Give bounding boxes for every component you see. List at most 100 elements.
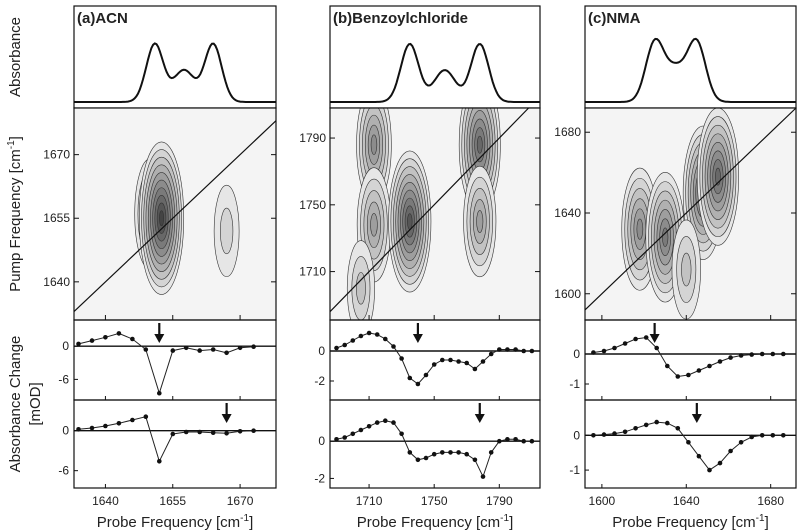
slice-point: [210, 347, 216, 352]
slice-tick-label: 0: [573, 428, 580, 442]
slice-point: [334, 437, 339, 442]
slice-tick-label: 0: [62, 339, 69, 353]
y-axis-labels: Absorbance Pump Frequency [cm-1] Absorbanc…: [6, 17, 44, 472]
contour-level: [476, 135, 483, 154]
slice-point: [717, 359, 723, 364]
slice-point: [383, 336, 388, 342]
slice-point: [591, 350, 596, 355]
slice-point: [759, 351, 765, 357]
slice-point: [728, 355, 733, 360]
slice-point: [686, 372, 691, 378]
slice-point: [707, 467, 712, 473]
slice-tick-label: -2: [314, 374, 325, 388]
slice-point: [521, 348, 526, 354]
slice-tick-label: 0: [573, 347, 580, 361]
panel-title: (c)NMA: [588, 10, 641, 27]
slice-point: [440, 357, 445, 363]
slice-tick-label: -6: [58, 372, 69, 386]
slice-point: [675, 426, 681, 431]
slice-point: [170, 348, 176, 353]
slice-point: [391, 420, 396, 425]
slice-point: [350, 431, 356, 437]
slice-2: 0 -2: [314, 399, 541, 489]
probe-axis-label: Probe Frequency [cm-1]: [97, 513, 253, 531]
slice-trace: [78, 332, 254, 395]
slice-point: [197, 348, 202, 353]
slice-point: [521, 438, 526, 444]
contour-level: [159, 210, 165, 227]
slice-point: [654, 419, 659, 425]
probe-tick-label: 1670: [227, 494, 254, 508]
slice-point: [505, 347, 510, 352]
absorbance-spectrum-line: [74, 42, 276, 103]
slice-point: [89, 425, 95, 431]
arrow-down-icon: [649, 334, 660, 343]
slice-point: [399, 356, 404, 361]
slice-point: [497, 347, 502, 352]
slice-point: [696, 368, 702, 373]
contour-plot: 1640 1655 1670: [43, 107, 277, 321]
slice-point: [529, 348, 535, 354]
contour-level: [476, 210, 484, 233]
slice-point: [423, 372, 429, 378]
slice-point: [197, 429, 202, 435]
slice-point: [654, 345, 659, 351]
slice-point: [224, 350, 229, 356]
probe-tick-label: 1655: [159, 494, 186, 508]
slice-point: [157, 459, 162, 464]
slice-point: [781, 433, 786, 438]
slice-point: [342, 342, 348, 348]
slice-point: [612, 431, 617, 436]
slice-point: [130, 417, 135, 423]
slice-point: [601, 432, 607, 437]
absorbance-axis-label: Absorbance: [7, 17, 24, 97]
pump-tick-label: 1600: [554, 287, 581, 301]
pump-tick-label: 1750: [299, 198, 326, 212]
slice-point: [464, 451, 470, 457]
slice-point: [374, 420, 380, 425]
slice-point: [366, 424, 372, 429]
slice-point: [456, 359, 461, 364]
slice-point: [497, 438, 502, 444]
slice-point: [696, 453, 702, 459]
slice-point: [529, 438, 535, 444]
slice-point: [183, 429, 189, 435]
arrow-down-icon: [154, 334, 165, 343]
slice-tick-label: -6: [58, 464, 69, 478]
slice-point: [350, 338, 356, 343]
contour-plot: 1600 1640 1680: [554, 107, 797, 321]
panel-title: (a)ACN: [77, 10, 128, 27]
slice-point: [210, 430, 216, 436]
probe-tick-label: 1790: [486, 494, 513, 508]
slice-point: [472, 457, 478, 463]
absorbance-change-axis-label: Absorbance Change: [7, 336, 24, 473]
pump-tick-label: 1655: [43, 211, 70, 225]
slice-tick-label: -2: [314, 471, 325, 485]
contour-levels: [621, 108, 739, 320]
slice-point: [224, 431, 229, 436]
slice-point: [488, 450, 494, 455]
diagonal-line: [329, 107, 530, 313]
slice-point: [738, 353, 744, 358]
slice-point: [601, 348, 607, 354]
slice-point: [707, 363, 712, 369]
slice-point: [103, 423, 108, 429]
slice-frame: [73, 319, 277, 401]
contour-level: [220, 207, 234, 255]
pump-tick-label: 1640: [554, 206, 581, 220]
panel-b: (b)Benzoylchloride 1710 1750 1790 0 -2 0 -2 1710…: [299, 5, 541, 531]
slice-point: [686, 440, 691, 445]
slice-point: [622, 429, 628, 435]
panels: (a)ACN 1640 1655 1670 0 -6 0 -6 1640 1655 1670 Prob…: [43, 5, 797, 531]
slice-point: [407, 375, 413, 381]
slice-point: [334, 345, 339, 351]
slice-tick-label: 0: [318, 434, 325, 448]
probe-tick-label: 1600: [589, 494, 616, 508]
slice-point: [383, 418, 388, 424]
slice-trace: [336, 332, 532, 385]
slice-point: [157, 390, 162, 396]
contour-levels: [134, 141, 240, 295]
slice-point: [448, 357, 453, 363]
slice-point: [423, 455, 429, 461]
